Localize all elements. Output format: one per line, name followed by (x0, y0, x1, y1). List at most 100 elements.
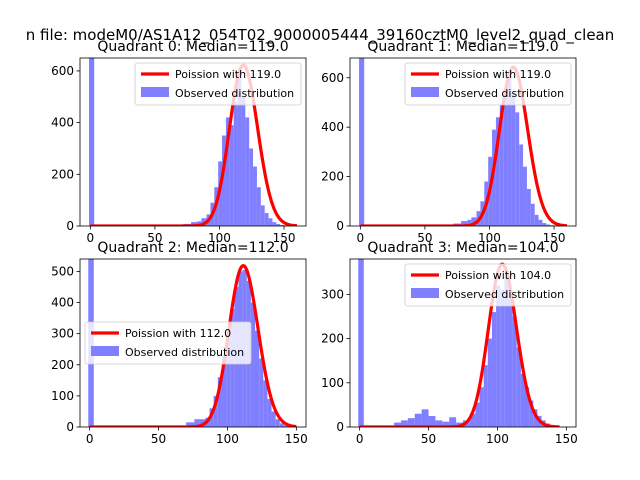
observed-bar (508, 298, 513, 427)
x-tick-label: 100 (208, 231, 231, 245)
observed-bar (268, 218, 273, 226)
observed-bar (442, 421, 450, 427)
poisson-curve (358, 262, 561, 427)
observed-bar (500, 289, 505, 427)
observed-bar (538, 219, 543, 226)
legend: Poission with 104.0 Observed distribution (404, 263, 572, 307)
legend-box (84, 321, 252, 365)
legend-observed-swatch (411, 288, 439, 298)
plot-area (358, 259, 561, 427)
observed-bar (225, 117, 230, 226)
observed-bar (241, 96, 246, 226)
observed-bar (483, 365, 488, 427)
observed-bar (435, 420, 443, 427)
y-tick-label: 0 (66, 219, 74, 233)
observed-bar (534, 214, 539, 226)
observed-bar (217, 377, 222, 427)
observed-bar (222, 135, 226, 226)
observed-bar (475, 402, 480, 427)
x-tick-label: 50 (151, 432, 166, 446)
observed-bar (280, 224, 285, 226)
observed-bar (467, 219, 472, 226)
subplot-title: Quadrant 3: Median=104.0 (367, 240, 558, 256)
legend-observed-swatch (91, 346, 119, 356)
observed-bar (230, 308, 235, 427)
observed-bar (511, 92, 516, 226)
subplot-0: Quadrant 0: Median=119.0 0 50 100 150 0 200 400… (51, 39, 307, 245)
observed-bar (272, 222, 277, 226)
observed-bar (263, 380, 268, 427)
legend-box (404, 263, 572, 307)
y-tick-label: 300 (51, 327, 74, 341)
observed-bar (414, 413, 422, 427)
observed-bar (499, 104, 504, 226)
observed-bar (260, 205, 265, 226)
y-tick-label: 100 (51, 389, 74, 403)
observed-bar (496, 285, 501, 427)
observed-bar (213, 395, 218, 427)
observed-bar (479, 387, 484, 427)
y-tick-label: 500 (51, 264, 74, 278)
observed-bar (276, 223, 281, 226)
observed-bar (279, 423, 284, 427)
observed-bar (495, 117, 500, 226)
observed-bar (533, 409, 538, 427)
observed-bar (542, 223, 547, 226)
observed-bar (226, 333, 231, 427)
x-tick-label: 50 (417, 231, 432, 245)
x-tick-label: 0 (356, 432, 364, 446)
y-tick-label: 100 (321, 376, 344, 390)
observed-bar (229, 125, 234, 226)
x-tick-label: 50 (421, 432, 436, 446)
y-tick-label: 0 (66, 420, 74, 434)
axes-frame (349, 57, 577, 227)
subplot-3: Quadrant 3: Median=104.0 0 50 100 150 0 100 200… (321, 240, 578, 446)
axes-frame (349, 258, 577, 428)
observed-bar (491, 312, 497, 427)
observed-bar (89, 58, 95, 226)
observed-bar (525, 387, 530, 427)
legend-observed-swatch (141, 87, 169, 97)
legend-observed-label: Observed distribution (445, 288, 564, 301)
observed-bar (186, 422, 195, 427)
observed-bar (461, 221, 468, 226)
y-tick-label: 400 (51, 296, 74, 310)
legend-observed-label: Observed distribution (175, 87, 294, 100)
observed-bar (255, 330, 260, 427)
axes-frame (79, 258, 307, 428)
observed-bar (523, 166, 527, 226)
observed-bar (259, 358, 264, 427)
observed-bar (449, 417, 457, 427)
x-tick-label: 0 (357, 231, 365, 245)
legend-observed-label: Observed distribution (445, 87, 564, 100)
observed-bar (469, 413, 476, 427)
x-tick-label: 100 (216, 432, 239, 446)
observed-bar (421, 409, 429, 427)
y-tick-label: 600 (321, 71, 344, 85)
observed-bar (394, 422, 401, 427)
y-tick-label: 600 (51, 64, 74, 78)
observed-bar (283, 425, 290, 427)
subplot-grid: Quadrant 0: Median=119.0 0 50 100 150 0 200 400… (51, 39, 578, 446)
observed-bar (503, 97, 508, 226)
observed-bar (249, 148, 254, 226)
figure-title: n file: modeM0/AS1A12_054T02_9000005444_… (26, 26, 615, 45)
observed-bar (487, 338, 492, 427)
observed-bar (191, 222, 198, 226)
axes-frame (79, 57, 307, 227)
x-tick-label: 150 (285, 432, 308, 446)
x-tick-label: 100 (478, 231, 501, 245)
observed-bar (516, 347, 521, 427)
legend-box (134, 62, 302, 106)
subplot-title: Quadrant 0: Median=119.0 (97, 39, 288, 55)
x-tick-label: 50 (147, 231, 162, 245)
subplot-1: Quadrant 1: Median=119.0 0 50 100 150 0 200 400… (321, 39, 577, 245)
observed-bar (221, 355, 227, 427)
legend-poisson-label: Poission with 104.0 (445, 269, 551, 282)
observed-bar (512, 316, 517, 427)
observed-bar (515, 112, 520, 226)
observed-bar (519, 144, 524, 226)
observed-bar (253, 166, 257, 226)
y-tick-label: 400 (51, 116, 74, 130)
